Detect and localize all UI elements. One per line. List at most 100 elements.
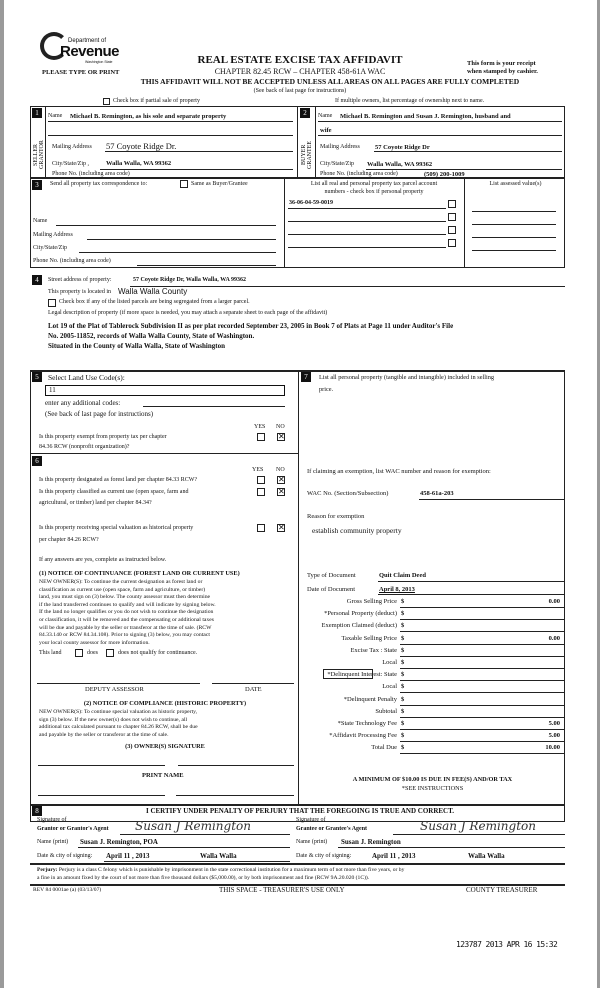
notice-line: or classification, it will be removed an… [39,616,214,623]
wac-number[interactable]: 458-61a-203 [420,490,454,497]
corr-address-field[interactable] [87,239,276,240]
this-land-label: This land [39,650,62,656]
notice-line: if the land transferred continues to qua… [39,601,216,608]
historic-yes-checkbox[interactable] [257,524,265,532]
section-4-number: 4 [32,275,42,285]
seller-city[interactable]: Walla Walla, WA 99362 [106,160,172,167]
amount-value[interactable]: 5.00 [548,720,560,727]
corr-city-field[interactable] [79,252,276,253]
amount-label: Exemption Claimed (deduct) [321,622,397,630]
buyer-name[interactable]: Michael B. Remington and Susan J. Reming… [340,113,511,120]
exempt-question-2: 84.36 RCW (nonprofit organization)? [39,444,130,450]
forest-yes-checkbox[interactable] [257,476,265,484]
notice-line: 84.33.140 or RCW 84.34.108). Prior to si… [39,632,210,639]
owner-signature-line[interactable] [38,765,165,766]
logo-dept: Department of [68,38,107,44]
additional-codes-field[interactable] [143,406,285,407]
grantor-city[interactable]: Walla Walla [200,852,237,860]
exempt-yes-checkbox[interactable] [257,433,265,441]
seller-address[interactable]: 57 Coyote Ridge Dr. [106,141,177,151]
see-back: (See back of last page for instructions) [253,88,347,94]
owner-signature-line[interactable] [178,765,294,766]
amount-value[interactable]: 5.00 [548,732,560,740]
grantor-name[interactable]: Susan J. Remington, POA [80,838,158,846]
wac-label: WAC No. (Section/Subsection) [307,490,389,497]
if-yes-note: If any answers are yes, complete as inst… [39,557,167,563]
legal-description[interactable]: Lot 19 of the Plat of Tablerock Subdivis… [48,322,454,330]
corr-phone-field[interactable] [137,265,276,266]
grantee-signature[interactable]: Susan J Remington [420,819,536,833]
buyer-phone[interactable]: (509) 200-1009 [424,171,465,178]
historic-no-checkbox[interactable]: ✕ [277,523,285,532]
amount-value[interactable]: 0.00 [548,634,560,642]
grantee-date-label: Date & city of signing: [296,853,352,859]
notice-continuance-title: (1) NOTICE OF CONTINUANCE (FOREST LAND O… [39,570,240,577]
doc-date[interactable]: April 8, 2013 [379,586,415,593]
currency-symbol: $ [401,683,405,691]
current-use-yes-checkbox[interactable] [257,488,265,496]
print-name-line[interactable] [38,795,165,796]
doc-type[interactable]: Quit Claim Deed [379,572,426,579]
exempt-no-checkbox[interactable]: ✕ [277,432,285,441]
parcels-header: List all real and personal property tax … [310,181,438,187]
buyer-phone-label: Phone No. (including area code) [320,171,398,177]
amount-label: *State Technology Fee [337,720,397,727]
grantor-date-label: Date & city of signing: [37,853,93,859]
personal-property-checkbox[interactable] [448,200,456,208]
land-use-code-input[interactable]: 11 [45,385,285,396]
buyer-address[interactable]: 57 Coyote Ridge Dr [375,144,430,151]
perjury-notice-2: a fine in an amount fixed by the court o… [37,875,370,881]
historic-question-2: per chapter 84.26 RCW? [39,537,99,543]
currency-symbol: $ [401,707,405,715]
grantee-city[interactable]: Walla Walla [468,852,505,860]
grantor-signature[interactable]: Susan J Remington [135,819,251,833]
same-as-buyer-checkbox[interactable] [180,180,188,188]
buyer-city[interactable]: Walla Walla, WA 99362 [367,161,433,168]
personal-property-checkbox[interactable] [448,213,456,221]
legal-description-3[interactable]: Situated in the County of Walla Walla, S… [48,342,225,350]
minimum-due-note: A MINIMUM OF $10.00 IS DUE IN FEE(S) AND… [352,776,513,783]
corr-name-field[interactable] [56,225,276,226]
scan-edge-left [0,0,4,988]
segregated-checkbox[interactable] [48,299,56,307]
legal-description-2[interactable]: No. 2005-11852, records of Walla Walla C… [48,332,255,340]
buyer-name-cont[interactable]: wife [320,127,332,134]
amount-value[interactable]: 0.00 [548,598,560,605]
street-address[interactable]: 57 Coyote Ridge Dr, Walla Walla, WA 9936… [133,277,246,283]
grantee-name[interactable]: Susan J. Remington [341,838,401,846]
buyer-address-label: Mailing Address [320,144,360,150]
assessor-date-line[interactable] [212,683,294,684]
does-not-qualify-checkbox[interactable] [106,649,114,657]
seller-name[interactable]: Michael B. Remington, as his sole and se… [70,113,227,120]
section-3-number: 3 [32,180,42,190]
amount-label: Total Due [371,744,397,752]
owner-signature-label: (3) OWNER(S) SIGNATURE [125,743,205,750]
perjury-notice: Perjury: Perjury is a class C felony whi… [37,867,404,873]
print-name-line[interactable] [176,795,294,796]
exempt-question: Is this property exempt from property ta… [39,434,167,440]
amount-value[interactable]: 10.00 [545,744,560,752]
does-qualify-checkbox[interactable] [75,649,83,657]
county[interactable]: Walla Walla County [118,287,188,296]
grantor-date[interactable]: April 11 , 2013 [106,852,150,860]
personal-property-checkbox[interactable] [448,226,456,234]
parcel-number[interactable]: 36-06-04-59-0019 [289,200,333,206]
currency-symbol: $ [401,732,405,740]
currency-symbol: $ [401,659,405,666]
see-back-5: (See back of last page for instructions) [45,410,154,418]
local-tax-rate-box[interactable] [323,669,373,679]
grantee-date[interactable]: April 11 , 2013 [372,852,416,860]
forest-no-checkbox[interactable]: ✕ [277,475,285,484]
personal-property-checkbox[interactable] [448,239,456,247]
no-header: NO [276,424,285,430]
partial-sale-checkbox[interactable] [103,98,110,105]
current-use-question-2: agricultural, or timber) land per chapte… [39,500,152,506]
please-type: PLEASE TYPE OR PRINT [42,69,120,76]
amount-label: Gross Selling Price [346,598,397,605]
reason-label: Reason for exemption [307,513,365,520]
additional-codes-label: enter any additional codes: [45,399,121,407]
deputy-assessor-line[interactable] [37,683,200,684]
seller-name-label: Name [48,113,63,119]
current-use-no-checkbox[interactable]: ✕ [277,487,285,496]
exemption-reason[interactable]: establish community property [312,526,402,535]
